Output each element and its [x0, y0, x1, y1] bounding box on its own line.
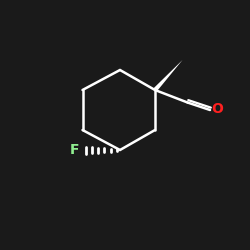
- Text: F: F: [70, 143, 80, 157]
- Text: O: O: [212, 102, 224, 116]
- Polygon shape: [153, 60, 182, 92]
